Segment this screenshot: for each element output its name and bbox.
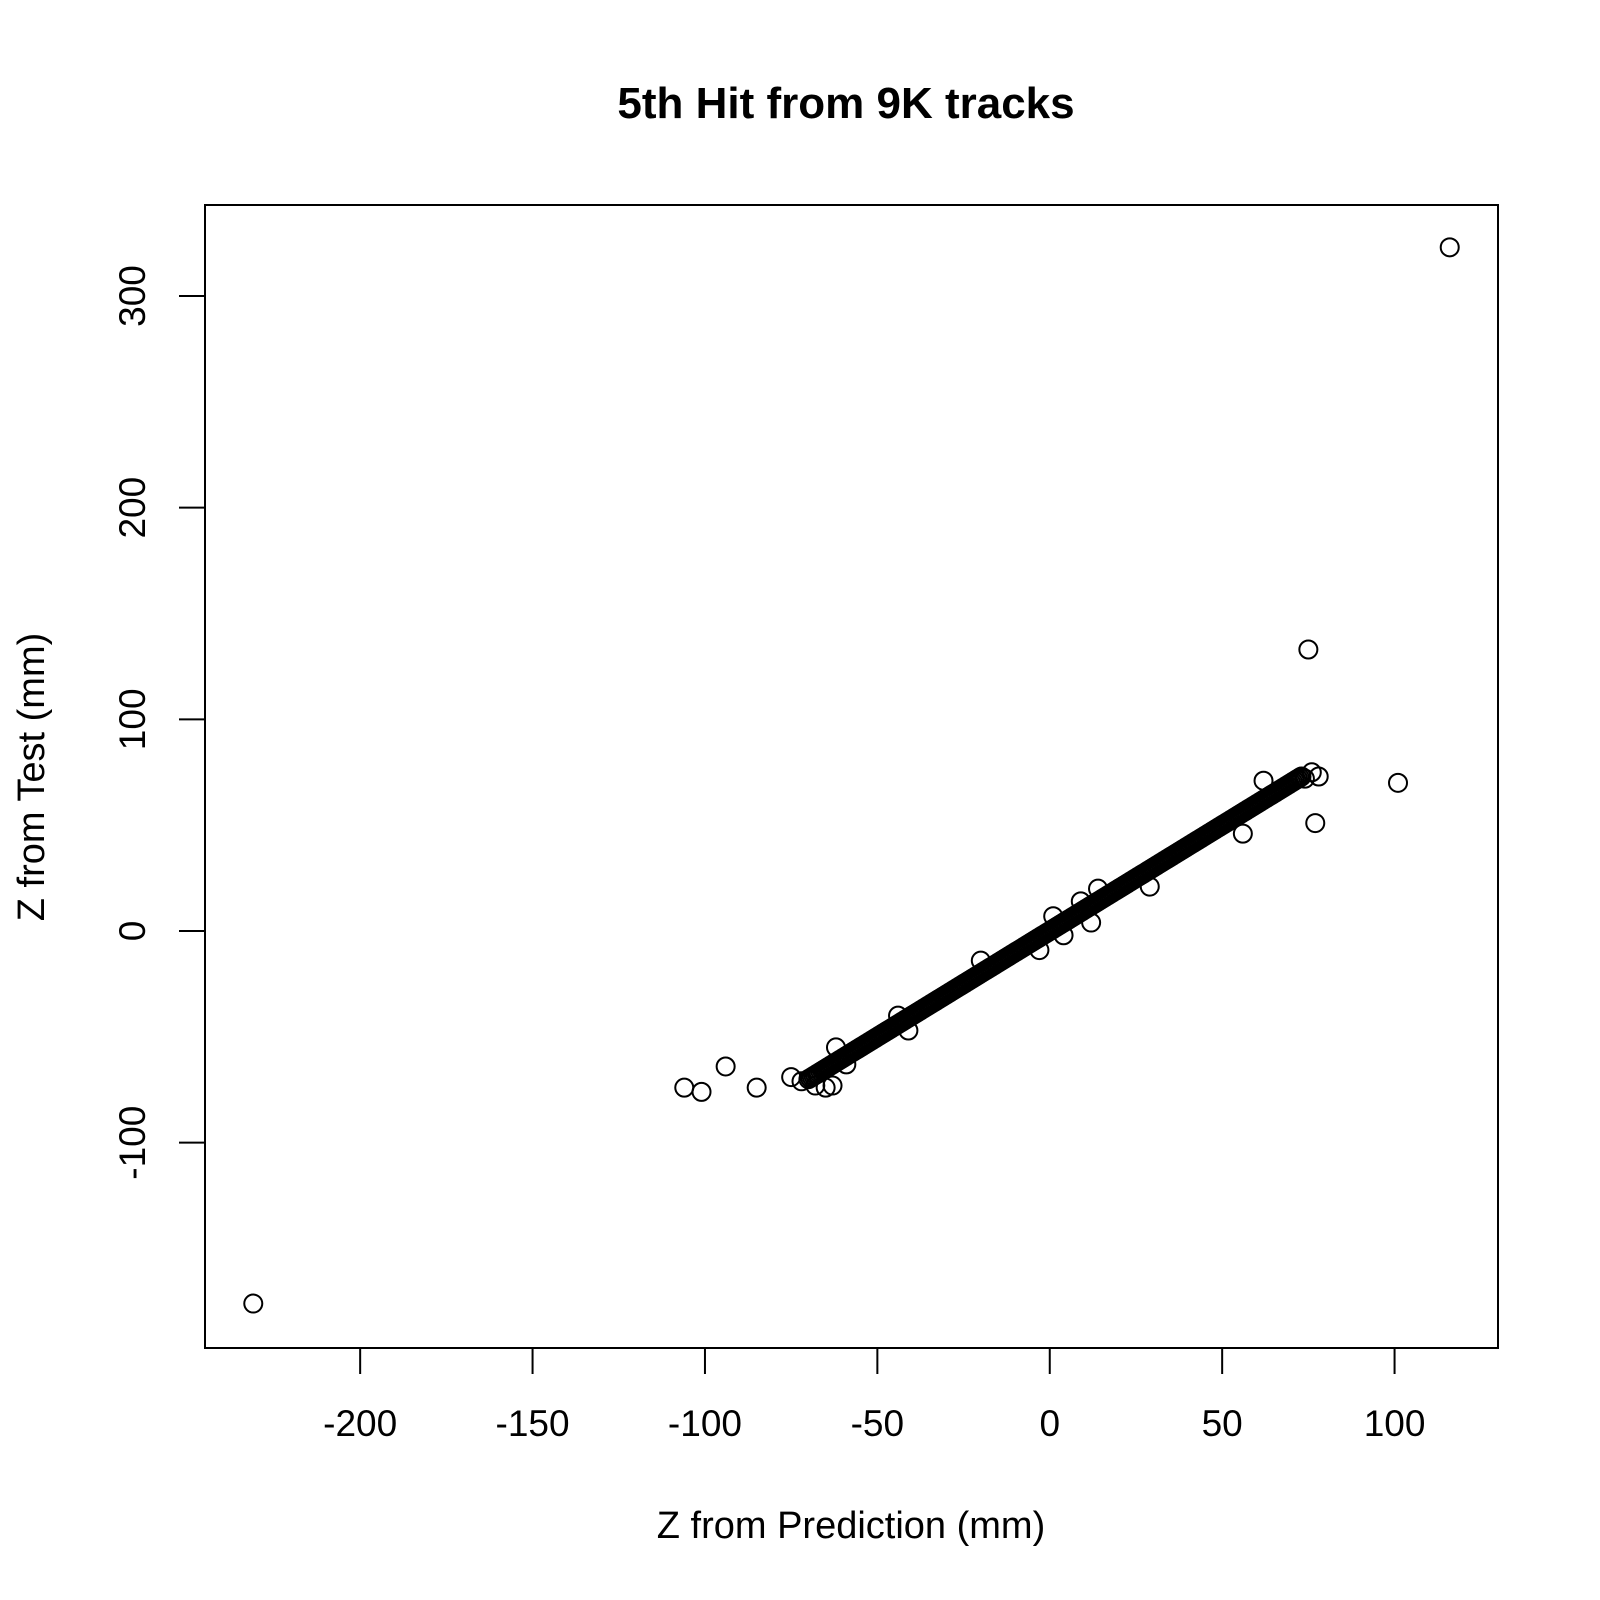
data-point (888, 1005, 909, 1026)
y-tick-label: 0 (112, 921, 153, 942)
data-point (1253, 770, 1274, 791)
x-tick-label: 50 (1202, 1403, 1243, 1444)
y-tick-label: -100 (112, 1106, 153, 1180)
data-point (1301, 762, 1322, 783)
data-point (1305, 813, 1326, 834)
data-point (243, 1293, 264, 1314)
x-axis: -200 -150 -100 -50 0 50 100 (323, 1347, 1426, 1444)
data-point (970, 950, 991, 971)
y-tick-label: 100 (112, 688, 153, 750)
data-point (1294, 768, 1315, 789)
data-point (1070, 891, 1091, 912)
data-point (815, 1077, 836, 1098)
data-point (1029, 940, 1050, 961)
data-point (715, 1056, 736, 1077)
x-axis-label: Z from Prediction (mm) (657, 1505, 1045, 1547)
x-tick-label: 0 (1039, 1403, 1060, 1444)
x-tick-label: -100 (668, 1403, 742, 1444)
y-tick-label: 200 (112, 477, 153, 539)
data-point (1088, 878, 1109, 899)
data-point (1388, 772, 1409, 793)
data-point (781, 1067, 802, 1088)
y-tick-label: 300 (112, 265, 153, 327)
chart-title: 5th Hit from 9K tracks (617, 79, 1074, 128)
data-point (691, 1081, 712, 1102)
data-point (1232, 823, 1253, 844)
x-tick-label: -150 (496, 1403, 570, 1444)
data-point (1043, 906, 1064, 927)
data-point (825, 1037, 846, 1058)
data-point (1053, 925, 1074, 946)
data-point (805, 1075, 826, 1096)
data-point (836, 1054, 857, 1075)
y-axis-label: Z from Test (mm) (11, 633, 53, 922)
data-point (1298, 639, 1319, 660)
data-point (791, 1071, 812, 1092)
data-point (1439, 237, 1460, 258)
data-point (746, 1077, 767, 1098)
data-point (1081, 912, 1102, 933)
data-point (898, 1020, 919, 1041)
data-points (243, 237, 1460, 1314)
data-point (1139, 876, 1160, 897)
y-axis: -100 0 100 200 300 (112, 265, 206, 1180)
x-tick-label: -50 (851, 1403, 904, 1444)
x-tick-label: -200 (323, 1403, 397, 1444)
data-point (674, 1077, 695, 1098)
x-tick-label: 100 (1364, 1403, 1426, 1444)
